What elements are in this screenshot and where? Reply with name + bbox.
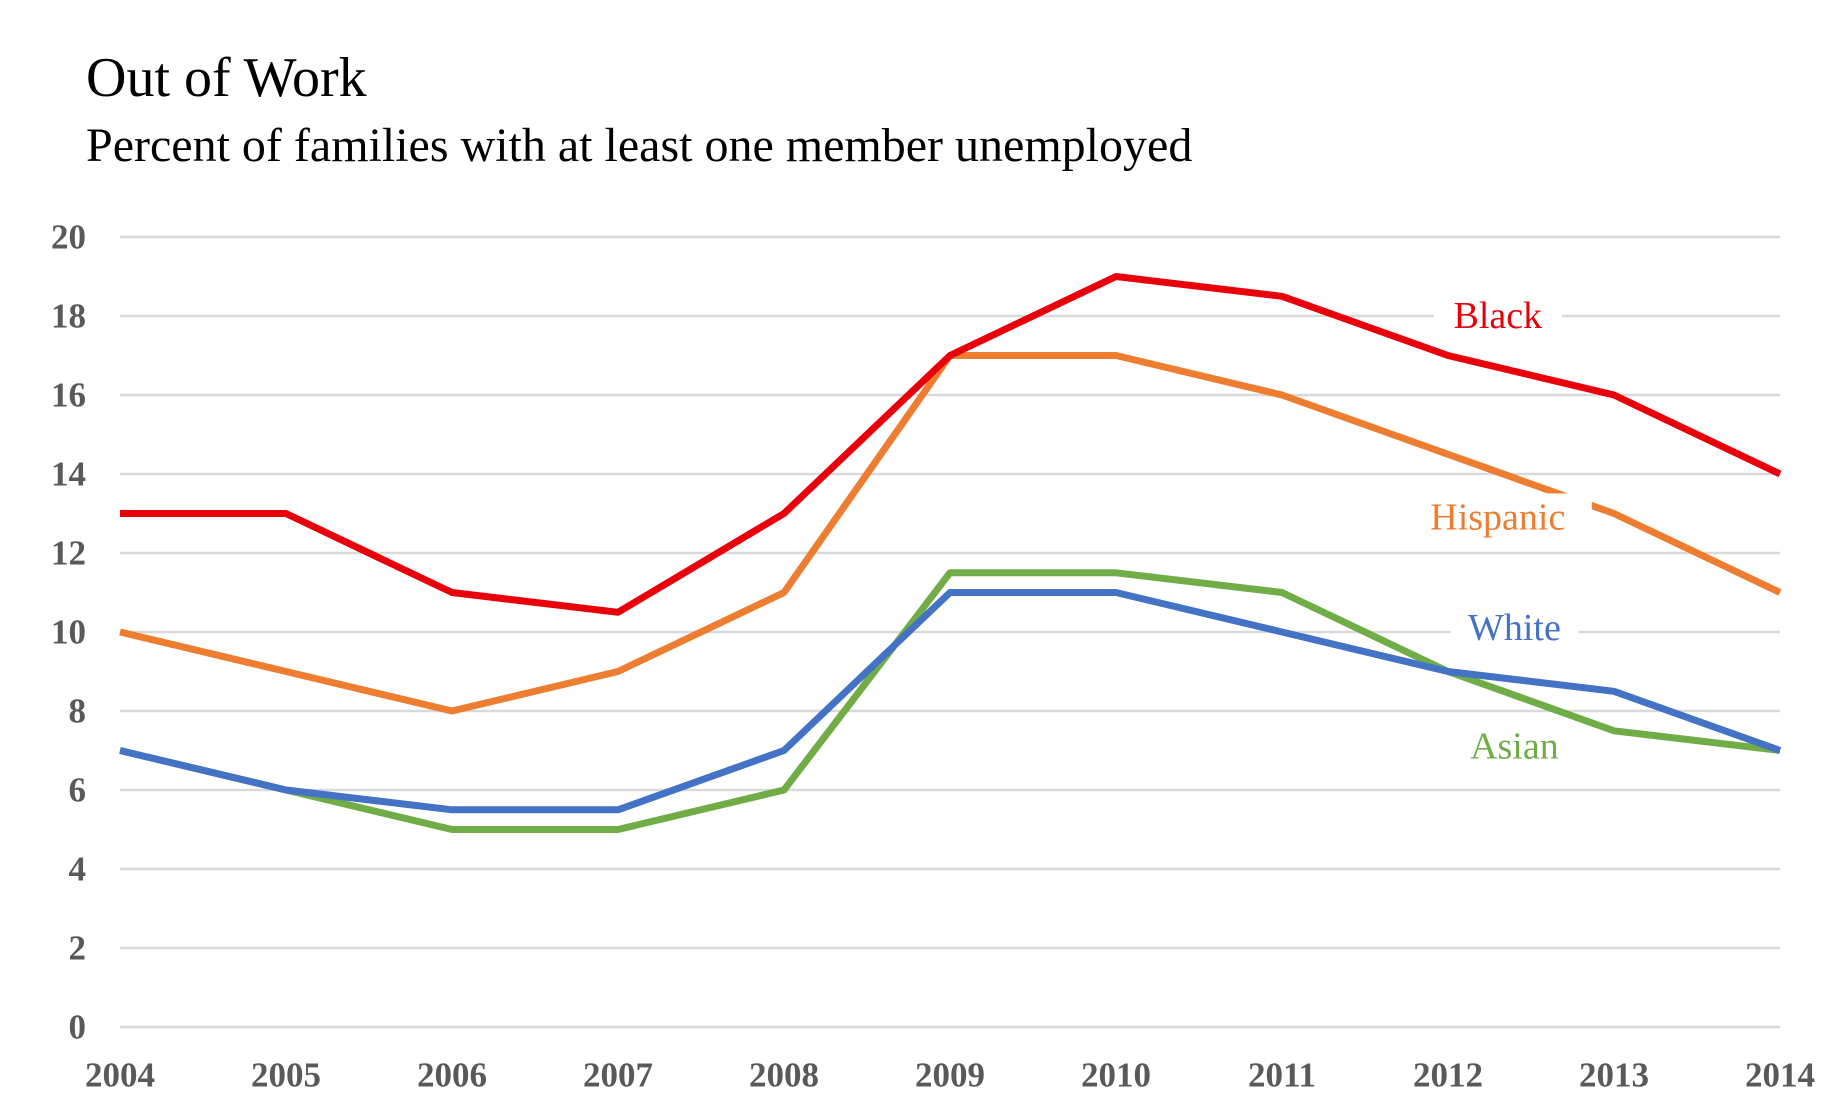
series-label-asian: Asian — [1470, 726, 1559, 768]
y-tick-label: 14 — [51, 455, 86, 494]
x-tick-label: 2005 — [251, 1056, 321, 1095]
y-tick-label: 10 — [51, 613, 86, 652]
x-tick-label: 2011 — [1248, 1056, 1316, 1095]
x-tick-label: 2004 — [85, 1056, 155, 1095]
x-tick-label: 2012 — [1413, 1056, 1483, 1095]
y-tick-label: 4 — [69, 850, 87, 889]
y-tick-label: 8 — [69, 692, 87, 731]
y-tick-label: 2 — [69, 929, 87, 968]
y-tick-label: 12 — [51, 534, 86, 573]
y-tick-label: 0 — [69, 1008, 87, 1047]
x-tick-label: 2006 — [417, 1056, 487, 1095]
series-line-asian — [119, 569, 1781, 833]
x-tick-label: 2007 — [583, 1056, 653, 1095]
series-label-background — [1450, 604, 1579, 653]
series-label-hispanic: Hispanic — [1430, 496, 1565, 538]
x-tick-label: 2009 — [915, 1056, 985, 1095]
series-label-white: White — [1468, 607, 1561, 649]
y-tick-label: 18 — [51, 297, 86, 336]
series-label-background — [1433, 292, 1562, 340]
series-line-black — [120, 273, 1782, 616]
series-label-background — [1403, 493, 1592, 542]
series-line-white — [119, 589, 1782, 814]
x-tick-label: 2013 — [1579, 1056, 1649, 1095]
series-label-black: Black — [1453, 295, 1542, 337]
x-axis-ticks: 2004 2005 2006 2007 2008 2009 2010 2011 2012 2013… — [85, 1056, 1815, 1095]
y-tick-label: 6 — [69, 771, 87, 810]
x-tick-label: 2008 — [749, 1056, 819, 1095]
y-tick-label: 16 — [51, 376, 86, 415]
y-axis-ticks: 0 2 4 6 8 10 12 14 16 18 20 — [51, 218, 86, 1047]
series-labels: Black Hispanic White Asian — [1403, 292, 1592, 771]
series-label-background — [1450, 722, 1579, 771]
chart-subtitle: Percent of families with at least one me… — [86, 119, 1193, 172]
x-tick-label: 2010 — [1081, 1056, 1151, 1095]
x-tick-label: 2014 — [1745, 1056, 1815, 1095]
chart-title: Out of Work — [86, 47, 367, 109]
series-lines — [119, 273, 1782, 833]
y-tick-label: 20 — [51, 218, 86, 257]
